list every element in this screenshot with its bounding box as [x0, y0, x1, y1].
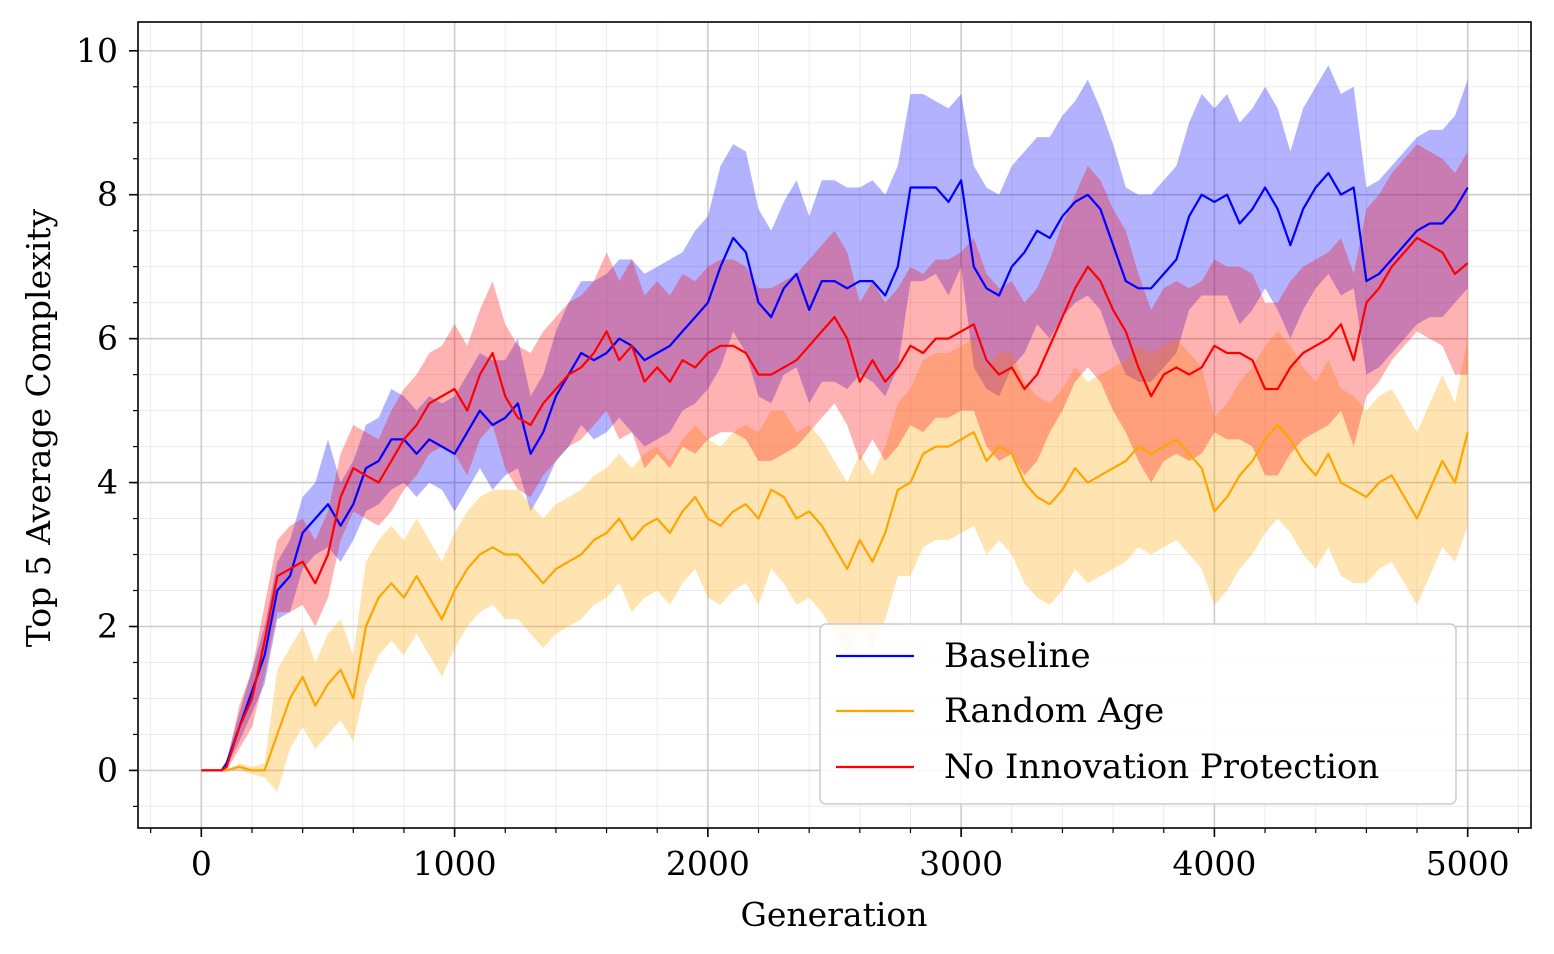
- y-tick-label: 2: [97, 607, 118, 646]
- series-lines: [201, 172, 1469, 772]
- x-tick-label: 2000: [666, 844, 750, 883]
- y-tick-label: 8: [97, 175, 118, 214]
- band-no-innovation-protection: [201, 144, 1468, 771]
- legend-box: [819, 623, 1457, 805]
- legend: Baseline Random Age No Innovation Protec…: [819, 623, 1457, 805]
- y-tick-label: 4: [97, 463, 118, 502]
- x-tick-label: 5000: [1426, 844, 1510, 883]
- line-no-innovation-protection: [201, 236, 1469, 772]
- axis-ticks: [129, 49, 1519, 837]
- confidence-bands: [201, 65, 1468, 792]
- y-axis-label: Top 5 Average Complexity: [19, 208, 58, 647]
- legend-label-no-innovation-protection: No Innovation Protection: [944, 747, 1379, 787]
- x-tick-label: 0: [191, 844, 212, 883]
- y-tick-label: 10: [76, 31, 118, 70]
- legend-label-baseline: Baseline: [944, 636, 1091, 676]
- band-random-age: [201, 331, 1468, 792]
- x-tick-label: 4000: [1172, 844, 1256, 883]
- x-tick-label: 1000: [413, 844, 497, 883]
- legend-label-random-age: Random Age: [944, 691, 1164, 731]
- axis-tick-labels: 0 1000 2000 3000 4000 5000 0 2 4 6 8 10: [76, 31, 1510, 883]
- band-baseline: [201, 65, 1468, 771]
- y-tick-label: 6: [97, 319, 118, 358]
- line-random-age: [201, 423, 1469, 772]
- x-axis-label: Generation: [740, 895, 927, 934]
- plot-frame: [137, 21, 1532, 829]
- y-tick-label: 0: [97, 750, 118, 789]
- line-baseline: [201, 172, 1469, 772]
- x-tick-label: 3000: [919, 844, 1003, 883]
